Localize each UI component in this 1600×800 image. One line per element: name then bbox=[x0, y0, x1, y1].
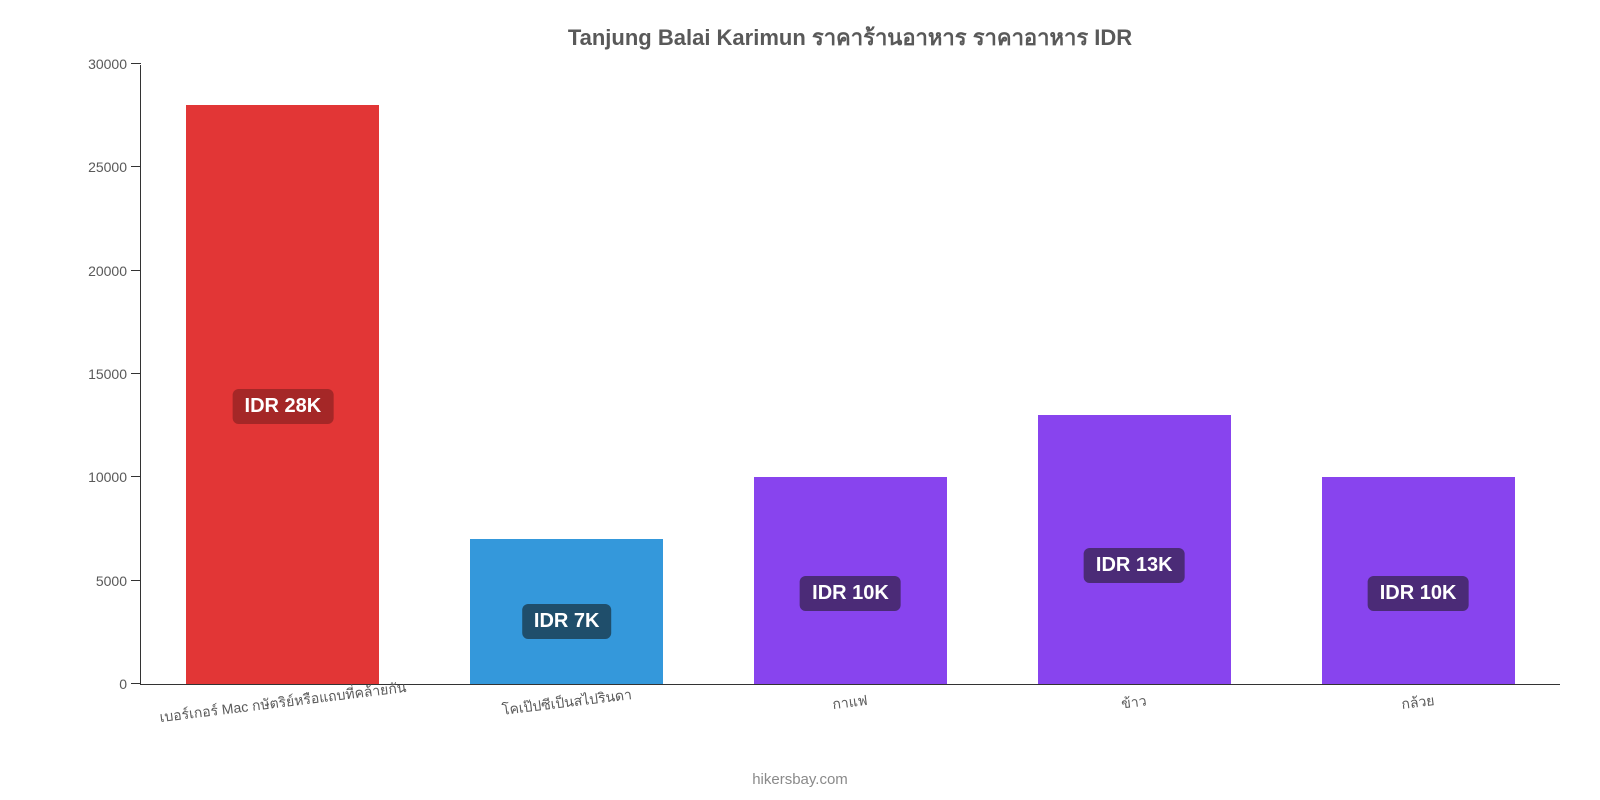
x-label-slot: เบอร์เกอร์ Mac กษัตริย์หรือแถบที่คล้ายกั… bbox=[141, 684, 425, 744]
bar-slot: IDR 28K bbox=[141, 65, 425, 684]
x-category-label: กล้วย bbox=[1400, 690, 1436, 716]
y-tick-label: 5000 bbox=[96, 573, 141, 589]
y-tick-label: 30000 bbox=[88, 56, 141, 72]
x-category-label: ข้าว bbox=[1120, 691, 1148, 716]
bar: IDR 28K bbox=[186, 105, 379, 684]
bar: IDR 7K bbox=[470, 539, 663, 684]
bar: IDR 10K bbox=[754, 477, 947, 684]
bar: IDR 13K bbox=[1038, 415, 1231, 684]
y-tick-label: 0 bbox=[119, 676, 141, 692]
bar-value-badge: IDR 13K bbox=[1084, 548, 1185, 583]
chart-title: Tanjung Balai Karimun ราคาร้านอาหาร ราคา… bbox=[140, 20, 1560, 55]
x-category-label: เบอร์เกอร์ Mac กษัตริย์หรือแถบที่คล้ายกั… bbox=[158, 677, 407, 729]
bar-value-badge: IDR 10K bbox=[800, 576, 901, 611]
x-category-label: โคเป๊ปซีเป็นสไปรินดา bbox=[500, 684, 632, 722]
bar-slot: IDR 10K bbox=[1276, 65, 1560, 684]
attribution-text: hikersbay.com bbox=[752, 771, 848, 788]
chart-container: Tanjung Balai Karimun ราคาร้านอาหาร ราคา… bbox=[0, 0, 1600, 800]
bar-value-badge: IDR 7K bbox=[522, 604, 612, 639]
bar: IDR 10K bbox=[1322, 477, 1515, 684]
bars-wrap: IDR 28K IDR 7K IDR 10K IDR 13K IDR 10K bbox=[141, 65, 1560, 684]
plot-area: 050001000015000200002500030000 IDR 28KID… bbox=[140, 65, 1560, 685]
x-label-slot: โคเป๊ปซีเป็นสไปรินดา bbox=[425, 684, 709, 744]
x-category-label: กาแฟ bbox=[832, 690, 870, 716]
bar-slot: IDR 13K bbox=[992, 65, 1276, 684]
x-axis-labels: เบอร์เกอร์ Mac กษัตริย์หรือแถบที่คล้ายกั… bbox=[141, 684, 1560, 744]
bar-slot: IDR 10K bbox=[709, 65, 993, 684]
x-label-slot: กล้วย bbox=[1276, 684, 1560, 744]
y-tick-label: 20000 bbox=[88, 263, 141, 279]
y-tick-label: 25000 bbox=[88, 159, 141, 175]
y-tick-label: 10000 bbox=[88, 469, 141, 485]
y-tick-label: 15000 bbox=[88, 366, 141, 382]
x-label-slot: ข้าว bbox=[992, 684, 1276, 744]
bar-slot: IDR 7K bbox=[425, 65, 709, 684]
bar-value-badge: IDR 10K bbox=[1368, 576, 1469, 611]
x-label-slot: กาแฟ bbox=[709, 684, 993, 744]
bar-value-badge: IDR 28K bbox=[233, 389, 334, 424]
